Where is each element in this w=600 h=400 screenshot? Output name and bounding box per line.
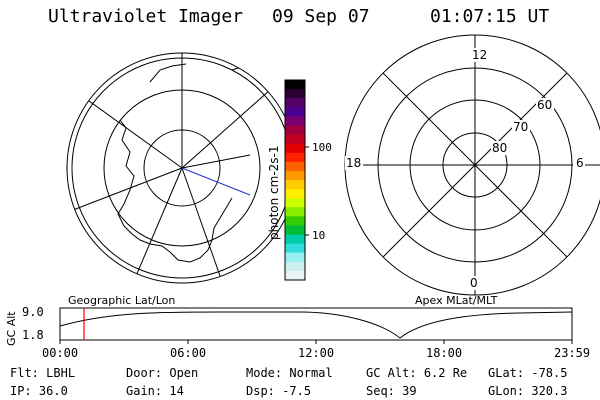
polar-plot [344,34,600,296]
colorbar-segment [285,125,305,136]
footer-field: GC Alt: 6.2 Re [366,366,468,380]
terminator-line [181,167,251,196]
mlt-label-right: 6 [576,156,584,170]
colorbar-segment [285,89,305,99]
colorbar-segment [285,189,305,199]
meridian-line [181,167,226,283]
colorbar-segment [285,180,305,190]
footer-field: Mode: Normal [246,366,333,380]
mlt-label-bottom: 0 [470,276,478,290]
coastline [117,119,233,263]
observation-date: 09 Sep 07 [272,6,370,27]
x-tick-label: 06:00 [170,346,206,360]
footer-field: Gain: 14 [126,384,184,398]
x-tick-label: 00:00 [42,346,78,360]
meridian-line [67,167,183,216]
footer-field: Flt: LBHL [10,366,76,380]
colorbar-segment [285,152,305,163]
y-tick-label: 1.8 [22,328,44,342]
footer-field: Seq: 39 [366,384,417,398]
colorbar-tick-label: 10 [312,229,325,242]
colorbar-segment [285,134,305,145]
colorbar-segment [285,270,305,281]
panel-label-left: Geographic Lat/Lon [68,294,175,307]
colorbar-segment [285,116,305,126]
colorbar-segment [285,80,305,90]
meridian-line [181,154,251,169]
footer-field: IP: 36.0 [10,384,68,398]
mlt-label-left: 18 [346,156,361,170]
x-tick-label: 23:59 [554,346,590,360]
coastline [89,249,105,279]
mlt-label-top: 12 [472,48,487,62]
colorbar-segment [285,143,305,154]
y-tick-label: 9.0 [22,305,44,319]
footer-field: GLon: 320.3 [488,384,568,398]
meridian-line [67,79,183,169]
panel-label-right: Apex MLat/MLT [415,294,498,307]
colorbar-tick-label: 100 [312,141,332,154]
colorbar-segment [285,98,305,108]
latitude-label: 60 [537,98,552,112]
coastline [149,63,187,83]
colorbar-segment [285,225,305,236]
footer-field: Dsp: -7.5 [246,384,312,398]
colorbar-segment [285,243,305,254]
colorbar-segment [285,234,305,245]
color-scale-frame [284,79,306,281]
colorbar-segment [285,216,305,226]
colorbar-segment [285,252,305,263]
color-scale-bar [285,80,305,281]
colorbar-segment [285,170,305,181]
observation-time: 01:07:15 UT [430,6,550,27]
colorbar-segment [285,198,305,208]
meridian-line [129,167,183,283]
latitude-label: 80 [492,141,507,155]
x-tick-label: 18:00 [426,346,462,360]
instrument-title: Ultraviolet Imager [48,6,244,27]
meridian-line [181,89,271,169]
footer-field: Door: Open [126,366,199,380]
altitude-curve [59,311,573,339]
colorbar-label: photon cm-2s-1 [267,146,281,241]
colorbar-segment [285,207,305,217]
colorbar-segment [285,161,305,172]
x-tick-label: 12:00 [298,346,334,360]
timeline-ylabel: GC Alt [5,311,18,346]
colorbar-segment [285,107,305,117]
latitude-label: 70 [513,120,528,134]
footer-field: GLat: -78.5 [488,366,568,380]
colorbar-segment [285,261,305,272]
